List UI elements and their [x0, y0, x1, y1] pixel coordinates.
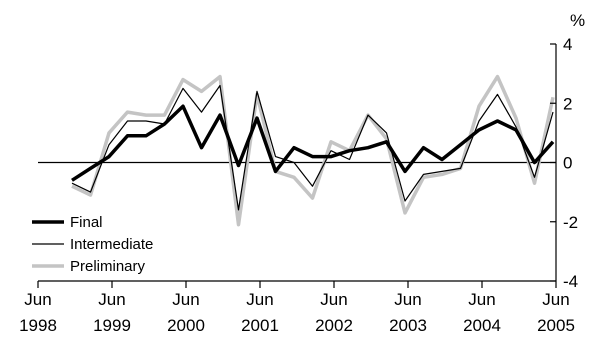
x-tick-label: Jun — [98, 290, 125, 309]
legend: Final Intermediate Preliminary — [32, 214, 153, 275]
x-tick-label: Jun — [468, 290, 495, 309]
y-unit-label: % — [570, 11, 585, 30]
x-tick-label: Jun — [320, 290, 347, 309]
y-tick-label: 4 — [563, 35, 572, 54]
legend-label-final: Final — [70, 214, 103, 231]
x-tick-label: 2000 — [167, 316, 205, 335]
x-tick-label: Jun — [542, 290, 569, 309]
legend-label-intermediate: Intermediate — [70, 236, 153, 253]
plot-area — [38, 74, 556, 227]
series-line-final — [71, 104, 555, 182]
y-tick-label: -4 — [563, 272, 578, 291]
x-tick-label: 2002 — [315, 316, 353, 335]
x-tick-label: Jun — [24, 290, 51, 309]
x-tick-label: 2003 — [389, 316, 427, 335]
x-tick-label: 1998 — [19, 316, 57, 335]
legend-label-preliminary: Preliminary — [70, 258, 146, 275]
series-line-preliminary — [71, 74, 555, 227]
x-tick-label: 2004 — [463, 316, 501, 335]
x-tick-label: Jun — [246, 290, 273, 309]
y-tick-label: 0 — [563, 154, 572, 173]
x-tick-label: Jun — [394, 290, 421, 309]
x-tick-label: 2005 — [537, 316, 575, 335]
axes: Jun1998Jun1999Jun2000Jun2001Jun2002Jun20… — [19, 11, 585, 335]
y-tick-label: -2 — [563, 213, 578, 232]
x-tick-label: Jun — [172, 290, 199, 309]
y-tick-label: 2 — [563, 94, 572, 113]
x-tick-label: 1999 — [93, 316, 131, 335]
x-tick-label: 2001 — [241, 316, 279, 335]
